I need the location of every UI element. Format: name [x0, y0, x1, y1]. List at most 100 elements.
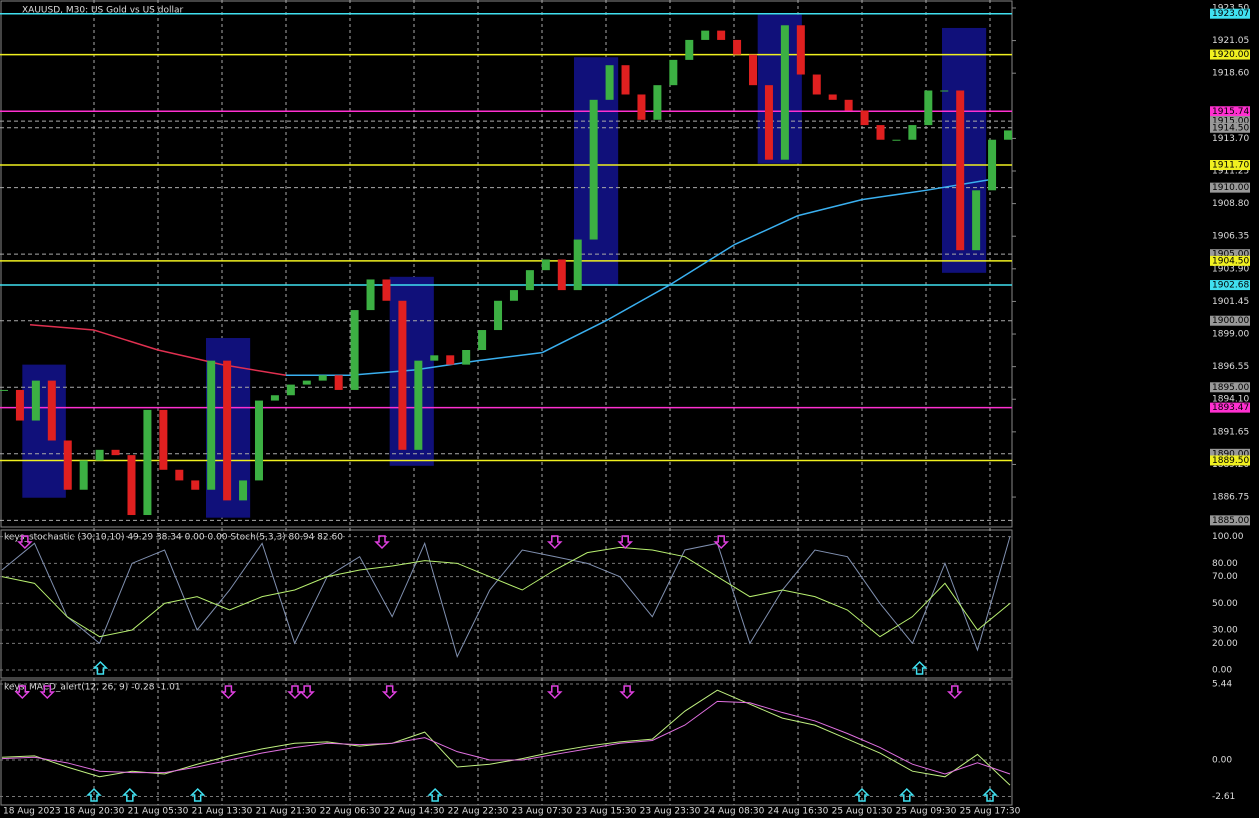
level-label-box: [1210, 455, 1250, 466]
candle: [318, 375, 327, 381]
y-tick-label: 100.00: [1212, 532, 1244, 542]
y-tick-label: 70.00: [1212, 572, 1238, 582]
indicator-label: keys_stochastic (30,10,10) 49.29 38.34 0…: [4, 533, 343, 543]
level-label: 1900.00: [1212, 316, 1249, 326]
candle: [717, 30, 726, 40]
signal-arrow-down: [287, 685, 303, 700]
y-tick-label: 0.00: [1212, 666, 1232, 676]
candle: [589, 99, 598, 240]
candle: [302, 380, 311, 385]
level-label: 1885.00: [1212, 516, 1249, 526]
candle: [541, 259, 550, 271]
candle: [557, 259, 566, 291]
signal-arrow-down: [619, 685, 635, 700]
level-label-box: [1210, 8, 1250, 19]
y-tick-label: 1896.55: [1212, 362, 1249, 372]
moving-average: [477, 351, 543, 362]
x-tick-label: 23 Aug 15:30: [576, 807, 637, 817]
x-tick-label: 23 Aug 23:30: [640, 807, 701, 817]
level-label: 1920.00: [1212, 50, 1249, 60]
candle: [414, 360, 423, 450]
candle: [0, 389, 8, 391]
panel-frame: [0, 679, 1013, 806]
candle: [573, 239, 582, 291]
candle: [940, 90, 949, 92]
candle: [1004, 130, 1012, 140]
x-tick-label: 22 Aug 14:30: [384, 807, 445, 817]
level-label: 1911.70: [1212, 161, 1249, 171]
level-label: 1915.74: [1212, 107, 1249, 117]
moving-average: [541, 320, 607, 354]
moving-average: [221, 363, 287, 377]
signal-arrow-up: [854, 787, 870, 802]
level-label-box: [1210, 249, 1250, 260]
moving-average: [605, 284, 671, 322]
x-tick-label: 18 Aug 20:30: [64, 807, 125, 817]
signal-arrow-up: [427, 787, 443, 802]
candle: [780, 25, 789, 160]
level-label-box: [1210, 255, 1250, 266]
signal-arrow-down: [946, 685, 963, 700]
indicator-line: [1, 689, 1011, 786]
level-label-box: [1210, 382, 1250, 393]
candle: [828, 94, 837, 100]
signal-arrow-down: [39, 685, 56, 700]
y-tick-label: 1923.50: [1212, 3, 1249, 13]
x-tick-label: 25 Aug 09:30: [896, 807, 957, 817]
signal-arrow-up: [982, 787, 998, 802]
moving-average: [29, 323, 95, 331]
candle: [350, 310, 359, 390]
indicator-line: [1, 536, 1011, 659]
y-tick-label: 1891.65: [1212, 427, 1249, 437]
signal-arrow-down: [617, 535, 634, 550]
level-label: 1915.00: [1212, 117, 1249, 127]
indicator-line: [1, 546, 1011, 638]
y-tick-label: 1899.00: [1212, 330, 1249, 340]
panel-frame: [0, 0, 1013, 528]
signal-arrow-up: [122, 787, 138, 802]
x-tick-label: 22 Aug 06:30: [320, 807, 381, 817]
candle: [796, 25, 805, 75]
x-tick-label: 22 Aug 22:30: [448, 807, 509, 817]
y-tick-label: 30.00: [1212, 626, 1238, 636]
level-label: 1890.00: [1212, 449, 1249, 459]
level-label-box: [1210, 402, 1250, 413]
signal-arrow-down: [220, 685, 237, 700]
candle: [254, 400, 263, 481]
candle: [749, 54, 758, 86]
moving-average: [861, 189, 927, 201]
signal-arrow-down: [381, 685, 398, 700]
y-tick-label: 20.00: [1212, 639, 1238, 649]
y-tick-label: 5.44: [1212, 680, 1232, 690]
y-tick-label: 1908.80: [1212, 199, 1249, 209]
level-label-box: [1210, 315, 1250, 326]
candle: [334, 375, 343, 390]
candle: [446, 355, 455, 365]
level-label-box: [1210, 106, 1250, 117]
y-tick-label: 1921.05: [1212, 36, 1249, 46]
candle: [876, 125, 885, 140]
signal-arrow-down: [17, 535, 33, 550]
level-label-box: [1210, 515, 1250, 526]
level-label: 1923.07: [1212, 9, 1249, 19]
signal-arrow-down: [546, 685, 563, 700]
signal-arrow-down: [14, 685, 31, 700]
candle: [956, 90, 965, 251]
y-tick-label: 1911.25: [1212, 167, 1249, 177]
candle: [31, 380, 40, 421]
candle: [860, 110, 869, 126]
x-tick-label: 18 Aug 2023: [3, 807, 61, 817]
moving-average: [93, 329, 159, 351]
candle: [127, 455, 136, 516]
candle: [366, 279, 375, 311]
candle: [525, 270, 534, 291]
level-label: 1914.50: [1212, 123, 1249, 133]
candle: [653, 85, 662, 120]
candle: [398, 300, 407, 450]
signal-arrow-down: [546, 535, 563, 550]
candle: [637, 94, 646, 120]
level-label: 1889.50: [1212, 456, 1249, 466]
signal-arrow-up: [898, 787, 915, 802]
signal-arrow-up: [86, 787, 102, 802]
level-label: 1893.47: [1212, 403, 1249, 413]
